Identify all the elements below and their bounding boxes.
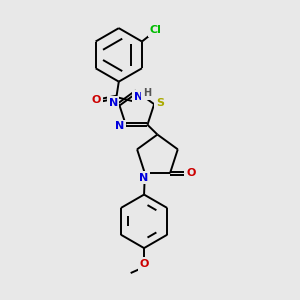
Text: O: O: [186, 168, 196, 178]
Text: N: N: [115, 121, 124, 131]
Text: N: N: [109, 98, 118, 108]
Text: N: N: [139, 173, 148, 183]
Text: Cl: Cl: [150, 25, 162, 35]
Text: O: O: [140, 259, 149, 269]
Text: N: N: [134, 92, 143, 102]
Text: O: O: [92, 95, 101, 105]
Text: S: S: [156, 98, 164, 108]
Text: H: H: [143, 88, 151, 98]
